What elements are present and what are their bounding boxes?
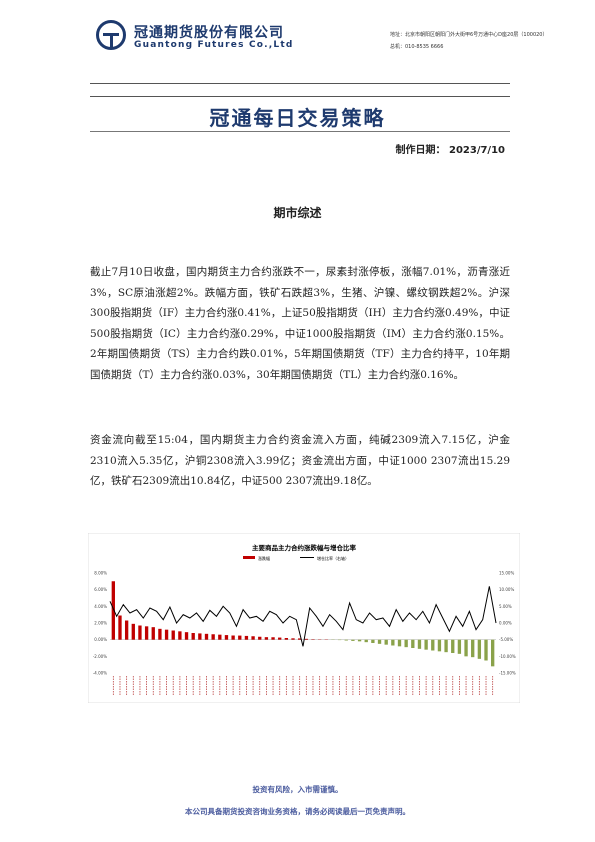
change-bar xyxy=(357,639,362,642)
change-bar xyxy=(471,639,475,658)
change-bar xyxy=(144,626,149,640)
change-bar xyxy=(291,638,295,640)
change-bar xyxy=(477,639,482,659)
section-title: 期市综述 xyxy=(273,206,322,220)
change-bar xyxy=(164,629,169,640)
change-bar xyxy=(138,625,142,640)
change-bar xyxy=(258,636,262,640)
change-bar xyxy=(377,639,382,644)
change-bar xyxy=(278,637,282,640)
change-bar xyxy=(264,637,269,640)
change-bar xyxy=(451,639,455,653)
change-bar xyxy=(178,631,182,640)
change-bar xyxy=(184,632,189,640)
change-bar xyxy=(284,638,289,640)
change-bar xyxy=(444,639,448,653)
chart-title: 主要商品主力合约涨跌幅与增仓比率 xyxy=(252,543,357,552)
change-bar xyxy=(198,633,202,640)
change-bar xyxy=(464,639,468,657)
change-bar xyxy=(457,639,462,654)
position-change-line xyxy=(109,586,497,647)
date-value: 2023/7/10 xyxy=(448,145,505,156)
right-axis: 15.00% 10.00% 5.00% 0.00% -5.00% -10.00% -15.0… xyxy=(499,571,516,676)
change-bar xyxy=(244,635,249,640)
change-bar xyxy=(224,635,229,640)
change-bar xyxy=(364,639,368,643)
change-bar xyxy=(404,639,408,648)
company-logo-icon xyxy=(96,20,126,50)
left-axis-tick-label: 6.00% xyxy=(94,587,107,592)
change-bar xyxy=(397,639,402,647)
page-title: 冠通每日交易策略 xyxy=(209,106,386,130)
change-bar xyxy=(351,639,355,641)
change-bar xyxy=(158,628,162,640)
change-bar xyxy=(384,639,388,645)
right-axis-tick-label: 5.00% xyxy=(499,604,512,609)
category-tick-marks xyxy=(112,676,494,695)
change-bar xyxy=(271,637,275,640)
right-axis-tick-label: -5.00% xyxy=(499,637,513,642)
left-axis-tick-label: 0.00% xyxy=(94,637,107,642)
right-axis-tick-label: 10.00% xyxy=(499,587,514,592)
legend-bar-swatch xyxy=(243,556,255,559)
change-bar xyxy=(304,638,308,640)
company-name-en: Guantong Futures Co.,Ltd xyxy=(134,40,294,50)
left-axis-tick-label: 4.00% xyxy=(94,604,107,609)
change-bar xyxy=(118,615,122,640)
change-bar xyxy=(131,623,135,640)
change-bar xyxy=(251,636,255,640)
left-axis-tick-label: -4.00% xyxy=(93,671,107,676)
change-bar xyxy=(424,639,428,650)
change-bar xyxy=(491,639,495,667)
left-axis-tick-label: -2.00% xyxy=(93,654,107,659)
change-bar xyxy=(417,639,422,649)
legend-line-label: 增仓比率（右轴） xyxy=(317,555,349,561)
right-axis-tick-label: 0.00% xyxy=(499,621,512,626)
report-header: 冠通期货股份有限公司 Guantong Futures Co.,Ltd 地址：北… xyxy=(90,16,547,60)
legend-bar-label: 涨跌幅 xyxy=(258,555,270,561)
change-bar xyxy=(411,639,415,648)
chart-frame xyxy=(88,533,520,703)
commodity-change-chart: 主要商品主力合约涨跌幅与增仓比率 涨跌幅 增仓比率（右轴） 8.00% 6.00%… xyxy=(88,533,520,703)
fund-flow-paragraph: 资金流向截至15:04，国内期货主力合约资金流入方面，纯碱2309流入7.15亿… xyxy=(90,434,510,487)
date-label: 制作日期： xyxy=(395,145,446,156)
change-bar xyxy=(191,633,195,640)
company-name-cn: 冠通期货股份有限公司 xyxy=(134,25,284,41)
company-phone: 总机：010-8535 6666 xyxy=(390,44,444,50)
right-axis-tick-label: -10.00% xyxy=(499,654,516,659)
change-bar xyxy=(211,634,215,640)
title-divider xyxy=(90,131,510,132)
bar-series xyxy=(111,581,495,667)
change-bar xyxy=(238,635,242,640)
change-bar xyxy=(431,639,435,651)
change-bar xyxy=(151,627,155,640)
disclaimer-note: 本公司具备期货投资咨询业务资格，请务必阅读最后一页免责声明。 xyxy=(185,807,410,816)
left-axis-tick-label: 2.00% xyxy=(94,621,107,626)
change-bar xyxy=(391,639,395,646)
change-bar xyxy=(111,581,115,640)
change-bar xyxy=(484,639,488,661)
report-date: 制作日期： 2023/7/10 xyxy=(396,141,506,156)
header-divider-bottom xyxy=(90,96,510,97)
change-bar xyxy=(231,635,235,640)
right-axis-tick-label: 15.00% xyxy=(499,571,514,576)
chart-legend: 涨跌幅 增仓比率（右轴） xyxy=(243,555,349,561)
market-summary-paragraph: 截止7月10日收盘，国内期货主力合约涨跌不一，尿素封涨停板，涨幅7.01%，沥青… xyxy=(90,266,510,381)
change-bar xyxy=(171,630,175,640)
company-address: 地址：北京市朝阳区朝阳门外大街甲6号万通中心D座20层（100020） xyxy=(390,32,548,38)
change-bar xyxy=(218,634,222,640)
left-axis-tick-label: 8.00% xyxy=(94,571,107,576)
right-axis-tick-label: -15.00% xyxy=(499,671,516,676)
header-divider-top xyxy=(90,83,510,84)
change-bar xyxy=(298,638,302,640)
change-bar xyxy=(204,633,209,640)
change-bar xyxy=(344,639,348,641)
risk-warning: 投资有风险，入市需谨慎。 xyxy=(252,785,343,794)
left-axis: 8.00% 6.00% 4.00% 2.00% 0.00% -2.00% -4.00% xyxy=(93,571,107,676)
change-bar xyxy=(437,639,442,652)
change-bar xyxy=(371,639,375,643)
change-bar xyxy=(124,620,129,640)
